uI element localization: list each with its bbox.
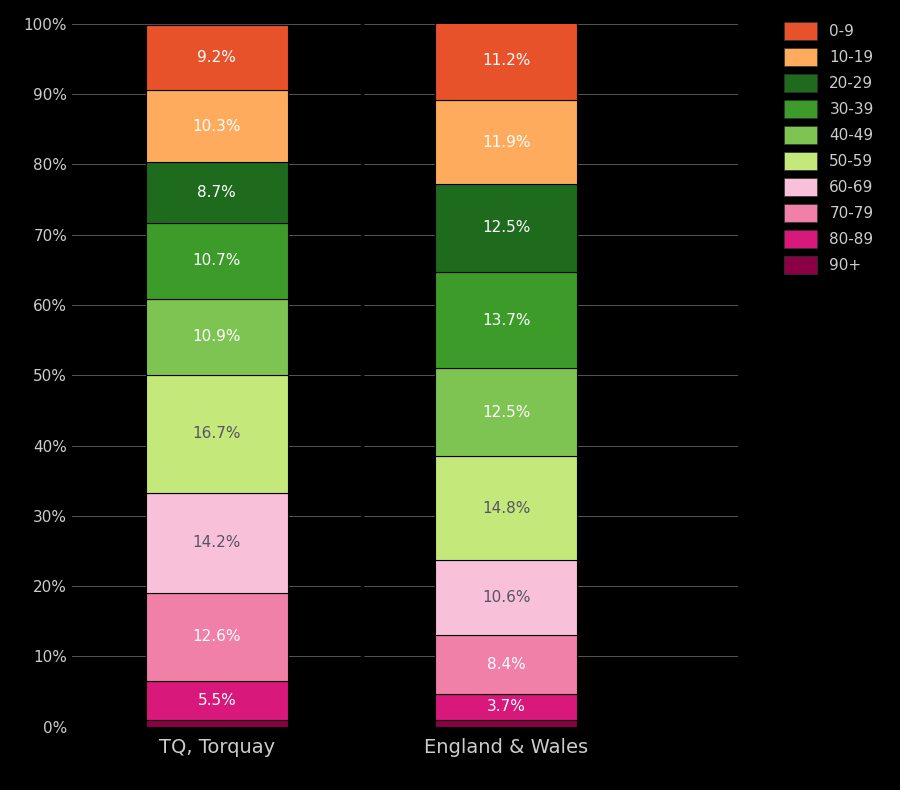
Text: 10.6%: 10.6% — [482, 590, 531, 605]
Bar — [436, 21, 577, 100]
Text: 12.5%: 12.5% — [482, 404, 530, 419]
Bar — [146, 224, 288, 299]
Bar — [436, 456, 577, 560]
Bar — [146, 681, 288, 720]
Text: 14.2%: 14.2% — [193, 535, 241, 550]
Text: 12.5%: 12.5% — [482, 220, 530, 235]
Text: 14.8%: 14.8% — [482, 501, 530, 516]
Text: 10.9%: 10.9% — [193, 329, 241, 344]
Bar — [146, 90, 288, 162]
Text: 11.9%: 11.9% — [482, 134, 531, 149]
Text: 11.2%: 11.2% — [482, 54, 530, 69]
Text: 12.6%: 12.6% — [193, 630, 241, 645]
Bar — [436, 368, 577, 456]
Bar — [146, 299, 288, 375]
Bar — [146, 162, 288, 224]
Bar — [436, 720, 577, 727]
Bar — [436, 100, 577, 184]
Text: 3.7%: 3.7% — [487, 699, 526, 714]
Bar — [436, 634, 577, 694]
Bar — [146, 493, 288, 592]
Text: 13.7%: 13.7% — [482, 313, 531, 328]
Bar — [436, 184, 577, 272]
Text: 10.3%: 10.3% — [193, 118, 241, 134]
Text: 8.7%: 8.7% — [197, 186, 236, 201]
Text: 8.4%: 8.4% — [487, 656, 526, 672]
Bar — [146, 375, 288, 493]
Text: 9.2%: 9.2% — [197, 50, 236, 65]
Bar — [436, 694, 577, 720]
Legend: 0-9, 10-19, 20-29, 30-39, 40-49, 50-59, 60-69, 70-79, 80-89, 90+: 0-9, 10-19, 20-29, 30-39, 40-49, 50-59, … — [778, 17, 878, 279]
Bar — [146, 25, 288, 90]
Text: 5.5%: 5.5% — [197, 693, 236, 708]
Bar — [146, 720, 288, 727]
Bar — [436, 272, 577, 368]
Bar — [436, 560, 577, 634]
Text: 10.7%: 10.7% — [193, 254, 241, 269]
Text: 16.7%: 16.7% — [193, 427, 241, 442]
Bar — [146, 592, 288, 681]
